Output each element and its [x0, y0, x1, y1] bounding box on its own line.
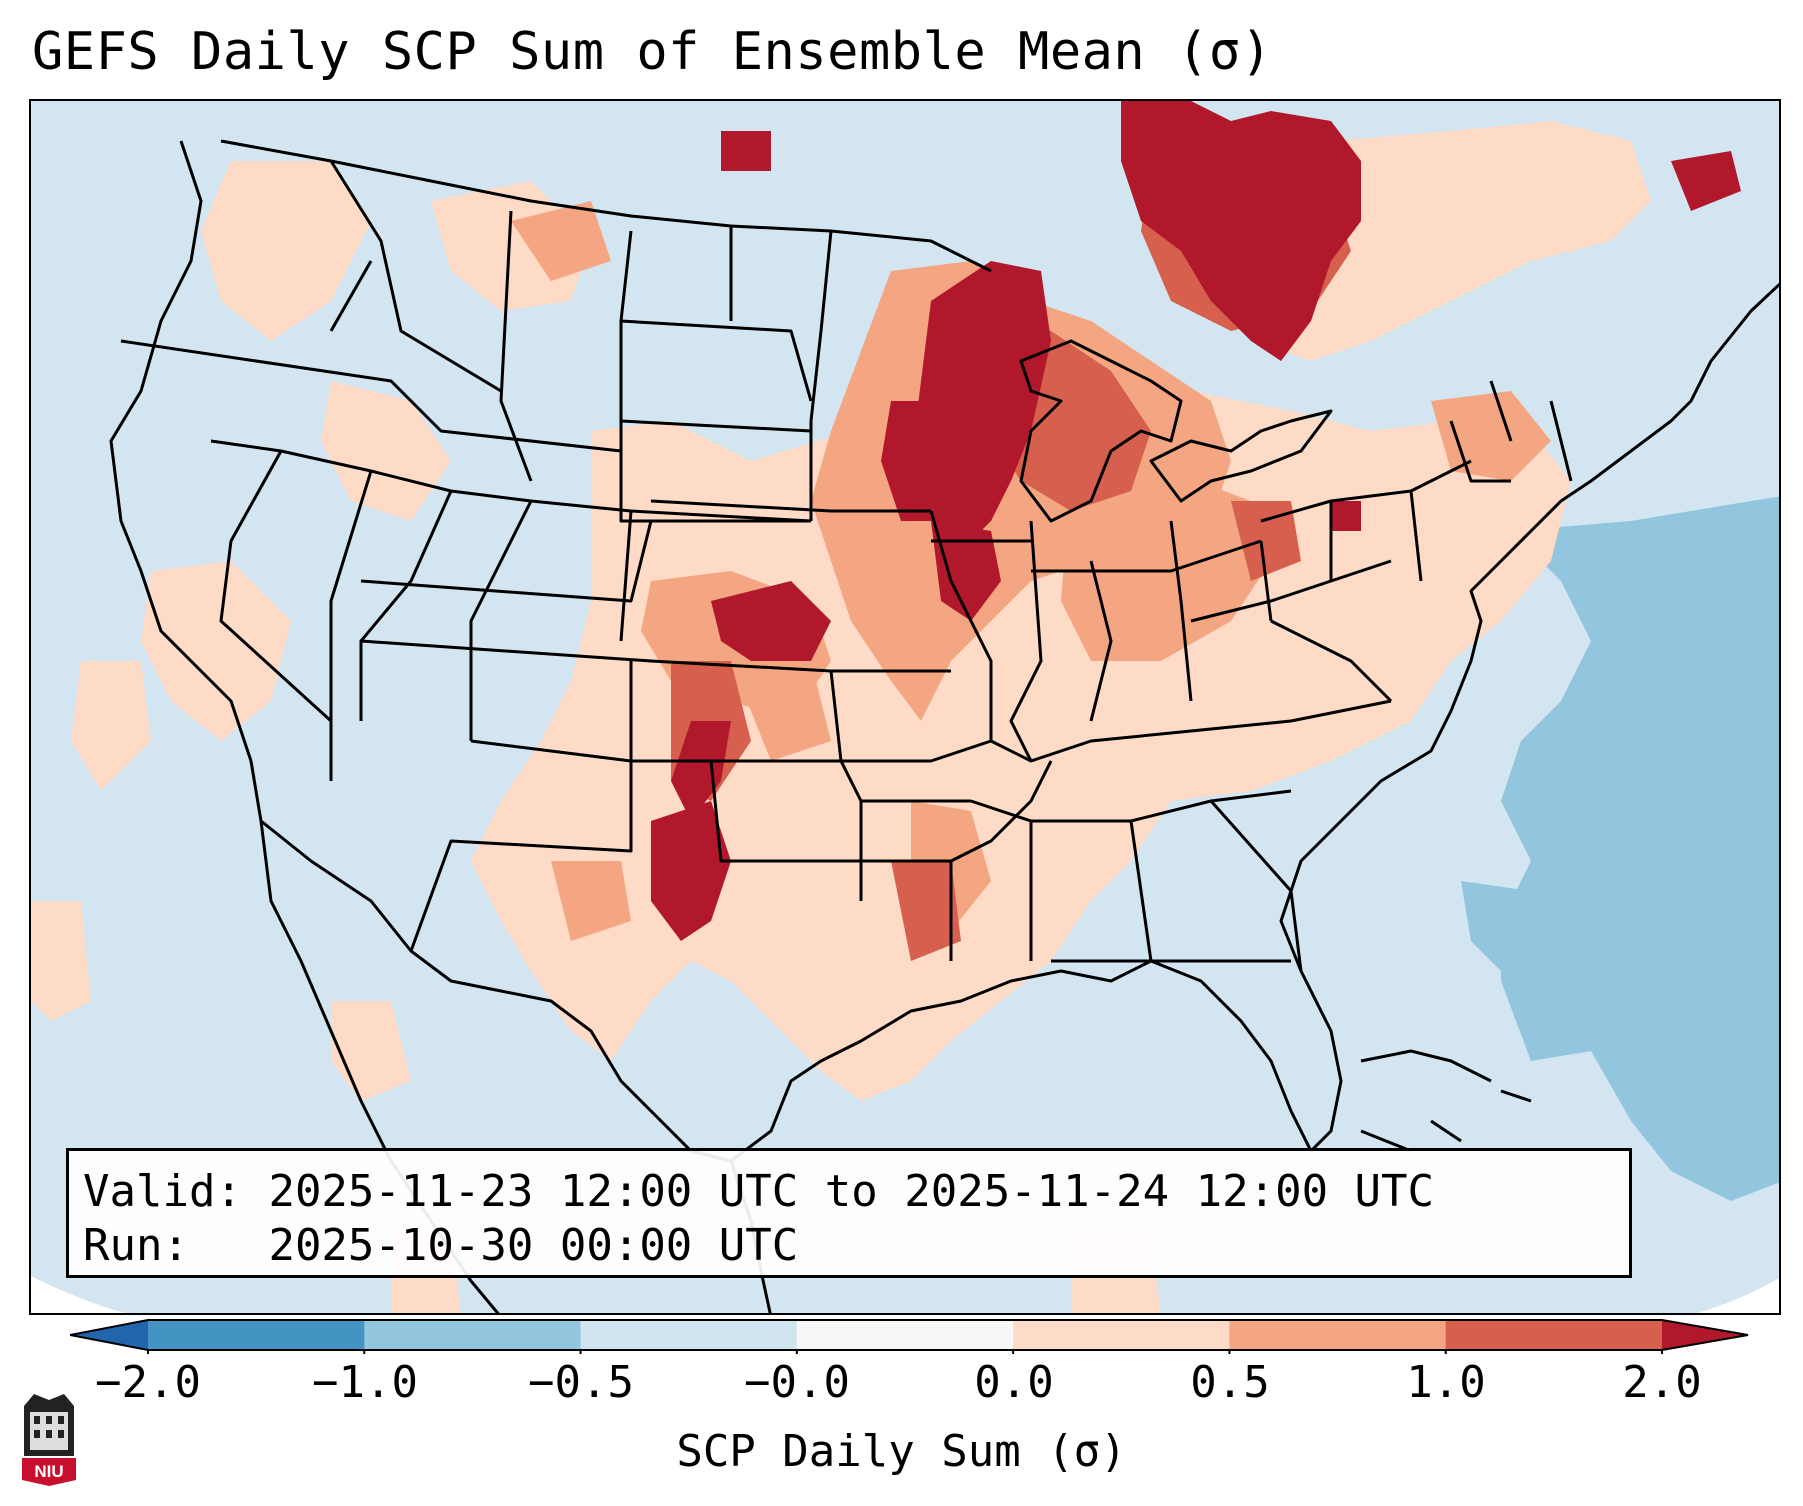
colorbar-bin — [796, 1320, 1014, 1350]
valid-value: 2025-11-23 12:00 UTC to 2025-11-24 12:00… — [268, 1166, 1435, 1217]
map-canvas — [31, 101, 1779, 1313]
map-panel — [29, 99, 1781, 1315]
colorbar-tick-label: −0.0 — [744, 1357, 850, 1408]
caribbean-islands — [1360, 1049, 1492, 1083]
run-label: Run: — [83, 1220, 189, 1271]
colorbar-tick-label: 0.0 — [974, 1357, 1054, 1408]
map-title: GEFS Daily SCP Sum of Ensemble Mean (σ) — [32, 22, 1273, 82]
colorbar-bin — [1445, 1320, 1663, 1350]
colorbar-tick-label: 1.0 — [1406, 1357, 1486, 1408]
colorbar-extend-high — [1662, 1320, 1748, 1350]
weak-positive-area — [31, 121, 1651, 1313]
colorbar-label: SCP Daily Sum (σ) — [676, 1426, 1127, 1477]
us-outline — [109, 140, 1779, 1163]
colorbar — [70, 1319, 1749, 1354]
colorbar-tick-label: −2.0 — [95, 1357, 201, 1408]
niu-logo-icon: NIU — [22, 1394, 76, 1486]
colorbar-bin — [1229, 1320, 1447, 1350]
run-value: 2025-10-30 00:00 UTC — [268, 1220, 799, 1271]
colorbar-bin — [148, 1320, 365, 1350]
logo-text: NIU — [34, 1462, 63, 1481]
colorbar-tick-label: −0.5 — [528, 1357, 634, 1408]
colorbar-bin — [580, 1320, 798, 1350]
moderate-positive-area — [511, 201, 1551, 941]
colorbar-tick-label: 2.0 — [1622, 1357, 1702, 1408]
domain-edge — [1696, 1278, 1779, 1313]
colorbar-tick-label: 0.5 — [1190, 1357, 1270, 1408]
colorbar-tick-label: −1.0 — [312, 1357, 418, 1408]
domain-edge — [31, 1276, 125, 1313]
valid-label: Valid: — [83, 1166, 242, 1217]
great-lakes — [1019, 339, 1183, 523]
extreme-positive-area — [651, 101, 1741, 941]
negative-anomaly-area — [1461, 496, 1779, 1201]
colorbar-bin — [364, 1320, 582, 1350]
canada-border — [220, 139, 992, 273]
valid-time-box: Valid: 2025-11-23 12:00 UTC to 2025-11-2… — [66, 1148, 1632, 1278]
colorbar-bin — [1013, 1320, 1230, 1350]
colorbar-extend-low — [70, 1320, 148, 1350]
